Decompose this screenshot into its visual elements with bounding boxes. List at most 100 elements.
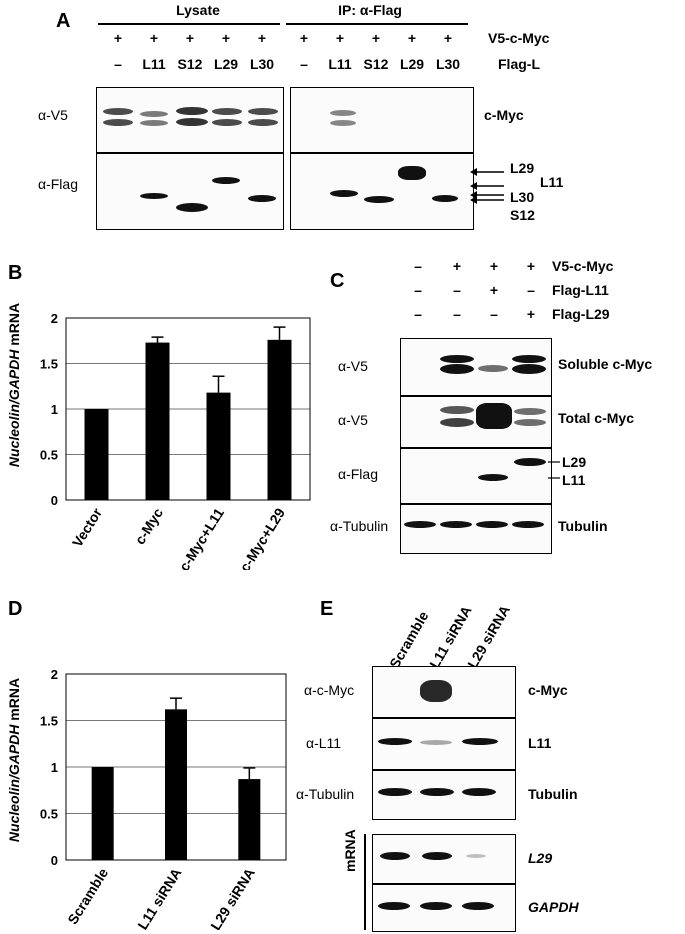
c-flag-label-l29: L29 — [562, 454, 587, 470]
a-lane-label: – — [300, 56, 308, 72]
lysate-group-label: Lysate — [176, 2, 220, 18]
band — [103, 108, 133, 115]
band — [248, 119, 278, 126]
c-tubulin-antibody: α-Tubulin — [330, 518, 389, 534]
c-sign: – — [490, 306, 498, 322]
panel-b-ylabel-italic: Nucleolin/GAPDH — [6, 349, 22, 468]
band — [476, 403, 512, 429]
e-gapdh-mrna-label: GAPDH — [528, 899, 579, 915]
band — [462, 902, 494, 910]
panel-d-ylabel-italic: Nucleolin/GAPDH — [6, 724, 22, 843]
flag-l-row-label: Flag-L — [498, 56, 540, 72]
band — [330, 120, 356, 126]
x-tick-label: Vector — [69, 505, 106, 550]
a-plus-sign: + — [185, 30, 195, 46]
band — [140, 193, 168, 199]
e-cmyc-antibody: α-c-Myc — [304, 682, 355, 698]
band — [422, 852, 452, 860]
e-l11-antibody: α-L11 — [306, 735, 342, 751]
y-tick-label: 1.5 — [40, 714, 58, 729]
c-v5-antibody-2: α-V5 — [338, 412, 368, 428]
band — [248, 108, 278, 115]
c-total-cmyc-label: Total c-Myc — [558, 410, 634, 426]
a-lane-label: S12 — [363, 56, 389, 72]
c-sign: – — [453, 282, 461, 298]
band — [440, 406, 474, 414]
band — [330, 110, 356, 116]
bar — [91, 767, 114, 860]
panel-b-bar-chart: 0 0.5 1 1.5 2 Vector c-Myc c-Myc+L11 c-Myc+L29 — [40, 311, 311, 570]
a-v5-antibody-label: α-V5 — [38, 107, 68, 123]
band — [476, 521, 508, 528]
bar — [267, 339, 292, 500]
c-sign: + — [489, 258, 499, 274]
band — [248, 195, 276, 202]
a-lane-label: L29 — [213, 56, 239, 72]
c-sign: + — [489, 282, 499, 298]
band — [478, 365, 508, 372]
panel-d-letter: D — [8, 598, 23, 620]
a-cmyc-protein-label: c-Myc — [484, 107, 524, 123]
band — [380, 852, 410, 860]
band — [420, 740, 452, 745]
band — [176, 118, 208, 126]
c-sign: – — [414, 306, 422, 322]
x-tick-label: L29 siRNA — [207, 865, 258, 930]
band — [440, 355, 474, 363]
band — [212, 108, 242, 115]
e-tubulin-antibody: α-Tubulin — [296, 786, 355, 802]
a-arrow-label-s12: S12 — [510, 207, 535, 223]
band — [478, 474, 508, 481]
plot-frame — [65, 317, 311, 501]
y-tick-label: 0.5 — [40, 448, 58, 463]
a-arrow-label-l11: L11 — [540, 174, 564, 190]
band — [364, 196, 394, 203]
y-tick-label: 2 — [51, 667, 58, 682]
e-lane-scramble: Scramble — [386, 608, 432, 671]
band — [330, 190, 358, 197]
panel-b-letter: B — [8, 262, 23, 284]
band — [398, 166, 426, 180]
panel-e-letter: E — [320, 598, 334, 620]
band — [420, 788, 454, 796]
e-mrna-label: mRNA — [342, 829, 358, 872]
x-tick-label: c-Myc+L11 — [176, 505, 227, 570]
c-row-label-l29: Flag-L29 — [552, 306, 610, 322]
band — [140, 120, 168, 126]
band — [420, 680, 452, 702]
c-flag-indicator-lines — [548, 461, 560, 479]
bar — [206, 392, 231, 500]
a-lane-label: L11 — [142, 56, 166, 72]
band — [212, 119, 242, 126]
band — [176, 203, 208, 212]
a-lane-label: L30 — [435, 56, 461, 72]
panel-d-ylabel-rest: mRNA — [6, 677, 22, 725]
a-ip-v5-blot — [290, 87, 474, 153]
e-l29-mrna-label: L29 — [528, 850, 553, 866]
band — [378, 902, 410, 910]
a-flag-antibody-label: α-Flag — [38, 176, 78, 192]
band — [514, 419, 546, 426]
e-tubulin-protein: Tubulin — [528, 786, 578, 802]
c-soluble-cmyc-label: Soluble c-Myc — [558, 356, 653, 372]
a-plus-sign: + — [221, 30, 231, 46]
y-tick-label: 1 — [51, 760, 58, 775]
c-sign: – — [414, 282, 422, 298]
a-plus-sign: + — [443, 30, 453, 46]
a-lysate-flag-blot — [96, 153, 284, 230]
a-ip-flag-blot — [290, 153, 474, 230]
c-row-label-l11: Flag-L11 — [552, 282, 609, 298]
a-plus-sign: + — [149, 30, 159, 46]
a-lane-label: L11 — [328, 56, 352, 72]
a-lane-label: – — [114, 56, 122, 72]
band — [462, 788, 496, 796]
c-row-label-v5: V5-c-Myc — [552, 258, 614, 274]
a-lane-label: L30 — [249, 56, 275, 72]
a-arrow-label-l30: L30 — [510, 189, 535, 205]
bar — [84, 409, 109, 500]
band — [103, 119, 133, 126]
a-plus-sign: + — [257, 30, 267, 46]
bar — [165, 709, 187, 860]
band — [420, 902, 452, 910]
band — [512, 355, 546, 363]
